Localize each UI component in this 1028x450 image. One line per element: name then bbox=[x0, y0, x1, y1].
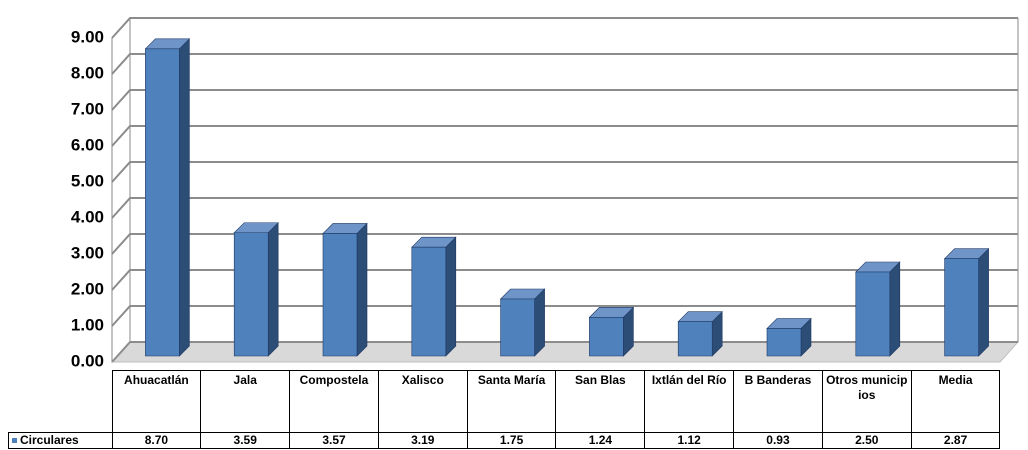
grid-line bbox=[111, 161, 1018, 183]
bar-front bbox=[677, 321, 713, 357]
grid-line bbox=[111, 53, 1018, 75]
bar-front bbox=[233, 232, 269, 357]
data-label: 2.87 bbox=[910, 432, 1001, 449]
grid-line bbox=[111, 125, 1018, 147]
data-label: 3.19 bbox=[377, 432, 468, 449]
table-corner bbox=[9, 371, 113, 433]
grid-line bbox=[111, 89, 1018, 111]
data-label: 0.93 bbox=[733, 432, 823, 449]
bar-front bbox=[145, 48, 180, 357]
y-tick-label: 7.00 bbox=[71, 99, 104, 118]
bar-front bbox=[855, 271, 891, 357]
bar-front bbox=[322, 233, 358, 357]
y-tick-label: 8.00 bbox=[71, 63, 104, 82]
bar bbox=[588, 306, 635, 357]
bar-side bbox=[534, 288, 545, 357]
data-label: 1.75 bbox=[466, 432, 557, 449]
bar-side bbox=[445, 236, 457, 357]
bar-front bbox=[500, 298, 535, 357]
grid-line bbox=[111, 17, 1018, 39]
y-tick-label: 1.00 bbox=[71, 315, 104, 334]
y-tick-label: 4.00 bbox=[71, 207, 104, 226]
bar-side bbox=[978, 247, 989, 357]
x-tick-label: Compostela bbox=[289, 370, 379, 433]
legend-entry: Circulares bbox=[8, 432, 113, 449]
x-tick-label: B Banderas bbox=[733, 370, 823, 433]
bar-front bbox=[766, 328, 802, 357]
x-tick-label: Ahuacatlán bbox=[111, 370, 202, 433]
x-tick-label: Santa María bbox=[466, 370, 557, 433]
plot: 0.00 1.00 2.00 3.00 4.00 5.00 6.00 7.00 8.00 9.00 bbox=[71, 17, 1020, 370]
data-label: 1.24 bbox=[555, 432, 646, 449]
data-label: 2.50 bbox=[821, 432, 912, 449]
y-tick-label: 2.00 bbox=[71, 279, 104, 298]
bar bbox=[322, 222, 368, 357]
x-tick-label: Jala bbox=[200, 370, 291, 433]
bar-front bbox=[411, 246, 447, 357]
grid-line bbox=[111, 197, 1018, 219]
bar-side bbox=[356, 222, 368, 357]
y-tick-label: 6.00 bbox=[71, 135, 104, 154]
bar-side bbox=[179, 38, 190, 357]
y-tick-label: 9.00 bbox=[71, 27, 104, 46]
bar bbox=[411, 236, 457, 357]
bar-front bbox=[944, 258, 979, 357]
data-label: 3.59 bbox=[200, 432, 291, 449]
bar bbox=[233, 222, 279, 357]
data-table: Ahuacatlán Jala Compostela Xalisco Santa Mar… bbox=[8, 370, 1001, 449]
legend-swatch bbox=[12, 438, 17, 444]
bar bbox=[766, 317, 812, 357]
grid-line bbox=[111, 269, 1018, 291]
bar bbox=[943, 247, 990, 357]
x-tick-label: Media bbox=[910, 370, 1001, 433]
y-tick-label: 3.00 bbox=[71, 243, 104, 262]
bar bbox=[144, 38, 191, 357]
legend-label: Circulares bbox=[20, 433, 79, 447]
bar-front bbox=[589, 317, 624, 357]
y-tick-label: 5.00 bbox=[71, 171, 104, 190]
data-label: 3.57 bbox=[289, 432, 379, 449]
x-tick-label: Ixtlán del Río bbox=[644, 370, 735, 433]
bar-side bbox=[889, 261, 901, 357]
bar-side bbox=[267, 222, 279, 357]
x-tick-label: San Blas bbox=[555, 370, 646, 433]
y-tick-label: 0.00 bbox=[71, 351, 104, 370]
bar bbox=[677, 310, 723, 357]
bar bbox=[855, 261, 901, 357]
bar bbox=[499, 288, 546, 357]
data-label: 8.70 bbox=[111, 432, 202, 449]
x-tick-label: Otros municipios bbox=[821, 370, 912, 433]
grid-line bbox=[111, 233, 1018, 255]
x-tick-label: Xalisco bbox=[377, 370, 468, 433]
data-label: 1.12 bbox=[644, 432, 735, 449]
grid-line bbox=[111, 305, 1018, 327]
